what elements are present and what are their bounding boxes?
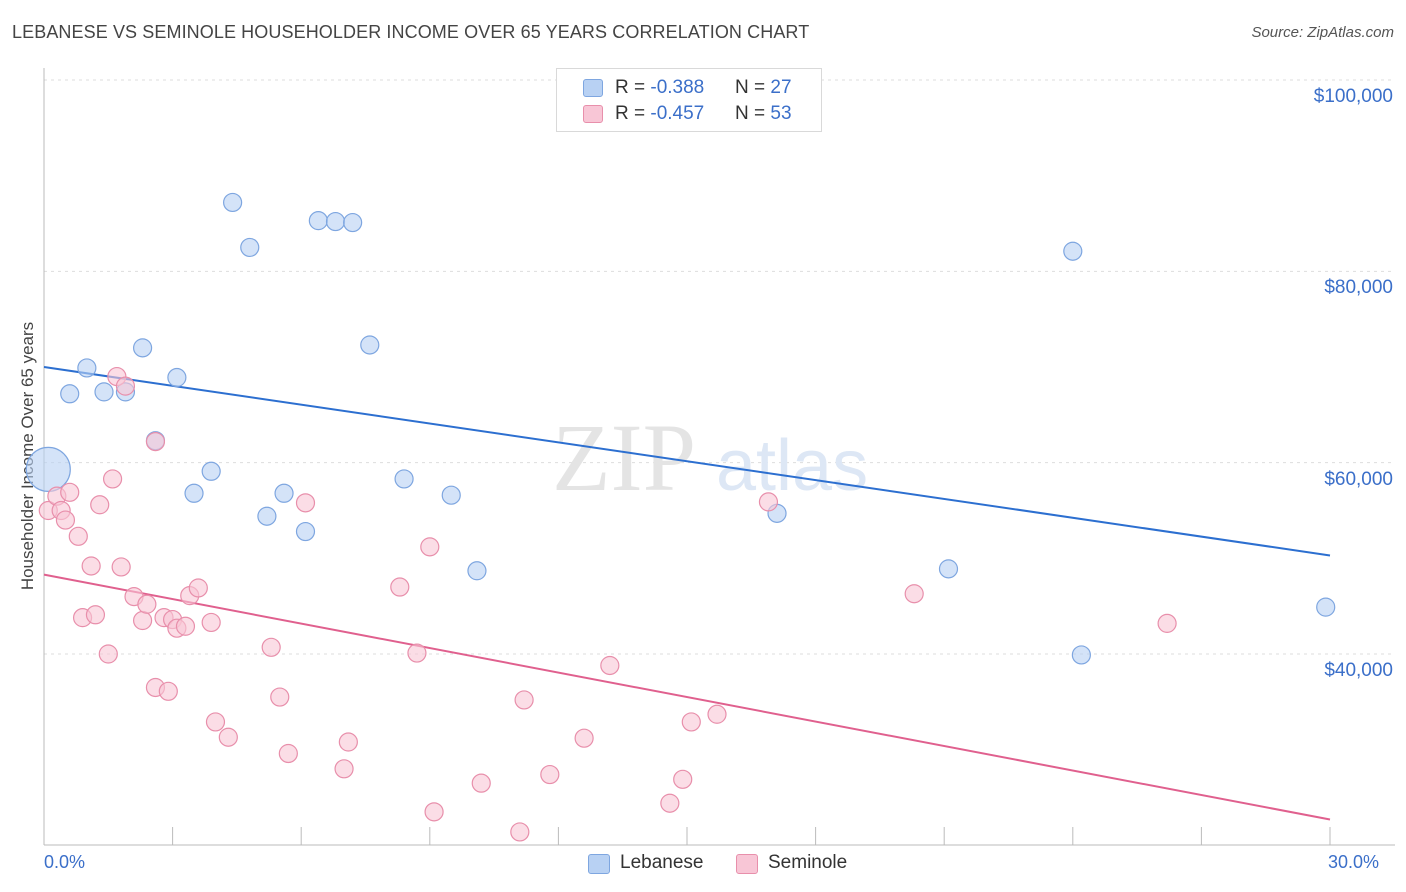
seminole-point-39 xyxy=(424,802,444,822)
lebanese-point-18 xyxy=(360,335,380,355)
lebanese-point-20 xyxy=(441,485,461,505)
lebanese-point-17 xyxy=(343,212,363,233)
seminole-point-8 xyxy=(85,605,106,625)
lebanese-point-14 xyxy=(295,521,316,542)
source-credit: Source: ZipAtlas.com xyxy=(1251,24,1394,41)
seminole-point-18 xyxy=(145,432,166,452)
seminole-point-14 xyxy=(115,376,136,396)
lebanese-point-26 xyxy=(1316,597,1336,617)
lebanese-point-3 xyxy=(94,382,114,402)
seminole-point-21 xyxy=(158,681,178,701)
legend-swatch-lebanese xyxy=(583,79,603,97)
seminole-point-5 xyxy=(68,526,88,546)
watermark-zip: ZIP xyxy=(552,404,696,511)
seminole-point-3 xyxy=(55,510,76,530)
lebanese-point-12 xyxy=(257,506,277,526)
y-tick-label-1: $80,000 xyxy=(1324,277,1393,299)
lebanese-point-5 xyxy=(132,338,153,358)
lebanese-point-23 xyxy=(938,559,959,579)
chart-title: LEBANESE VS SEMINOLE HOUSEHOLDER INCOME … xyxy=(12,22,810,42)
seminole-point-13 xyxy=(111,557,131,577)
lebanese-point-9 xyxy=(201,461,221,481)
seminole-point-24 xyxy=(175,616,196,636)
legend-n-seminole: N = 53 xyxy=(735,103,792,124)
lebanese-point-19 xyxy=(394,469,414,489)
legend-row-seminole: R = -0.457 N = 53 xyxy=(557,101,821,127)
lebanese-point-15 xyxy=(308,211,328,231)
seminole-trend-line xyxy=(43,573,1331,821)
bottom-legend-label-lebanese: Lebanese xyxy=(620,852,704,873)
seminole-point-27 xyxy=(201,612,221,633)
seminole-point-36 xyxy=(390,577,410,597)
seminole-point-10 xyxy=(98,644,118,664)
seminole-point-17 xyxy=(137,594,157,614)
trend-lines xyxy=(43,366,1331,821)
lebanese-trend-line xyxy=(43,366,1331,557)
seminole-point-48 xyxy=(681,712,701,732)
lebanese-point-1 xyxy=(60,384,80,404)
seminole-point-43 xyxy=(540,764,560,785)
seminole-point-30 xyxy=(261,637,281,657)
y-tick-label-3: $40,000 xyxy=(1324,660,1393,681)
lebanese-point-7 xyxy=(167,367,187,388)
seminole-point-11 xyxy=(102,469,123,489)
legend-r-lebanese: R = -0.388 xyxy=(615,77,705,98)
seminole-point-40 xyxy=(471,773,491,793)
watermark-atlas: atlas xyxy=(716,426,868,506)
x-tick-label-max: 30.0% xyxy=(1328,852,1380,872)
seminole-point-28 xyxy=(205,712,226,732)
seminole-point-32 xyxy=(278,743,298,764)
lebanese-point-10 xyxy=(223,192,243,213)
seminole-point-44 xyxy=(574,728,594,748)
lebanese-point-24 xyxy=(1063,241,1083,261)
grid-lines xyxy=(44,79,1395,655)
seminole-point-31 xyxy=(270,687,290,707)
y-tick-label-0: $100,000 xyxy=(1313,86,1393,107)
legend-n-lebanese: N = 27 xyxy=(735,77,792,98)
seminole-point-51 xyxy=(904,584,924,604)
seminole-point-38 xyxy=(420,537,440,557)
seminole-point-26 xyxy=(188,578,208,598)
lebanese-point-8 xyxy=(184,483,204,503)
data-points xyxy=(25,192,1336,842)
seminole-point-45 xyxy=(600,655,620,676)
seminole-point-9 xyxy=(90,495,110,515)
seminole-point-35 xyxy=(338,732,358,752)
seminole-point-33 xyxy=(295,493,316,513)
x-tick-label-min: 0.0% xyxy=(44,852,86,872)
bottom-legend-swatch-seminole xyxy=(736,854,758,874)
seminole-point-50 xyxy=(758,492,779,512)
bottom-legend-swatch-lebanese xyxy=(588,854,610,874)
legend-r-seminole: R = -0.457 xyxy=(615,103,705,124)
watermark: ZIP atlas xyxy=(552,404,868,511)
seminole-point-46 xyxy=(660,793,680,813)
seminole-point-7 xyxy=(81,556,101,576)
legend-swatch-seminole xyxy=(583,105,603,123)
seminole-point-34 xyxy=(334,759,354,779)
seminole-point-41 xyxy=(510,822,530,842)
correlation-legend: R = -0.388 N = 27 R = -0.457 N = 53 xyxy=(556,68,822,132)
lebanese-point-25 xyxy=(1071,645,1091,665)
seminole-point-16 xyxy=(132,610,153,631)
seminole-point-52 xyxy=(1157,613,1177,633)
lebanese-point-13 xyxy=(274,483,294,503)
seminole-point-47 xyxy=(673,769,693,789)
lebanese-point-21 xyxy=(467,561,487,581)
bottom-legend-label-seminole: Seminole xyxy=(768,852,848,873)
y-tick-label-2: $60,000 xyxy=(1324,468,1393,490)
legend-row-lebanese: R = -0.388 N = 27 xyxy=(557,75,821,101)
seminole-point-4 xyxy=(60,482,80,502)
lebanese-point-16 xyxy=(325,211,346,232)
lebanese-point-0 xyxy=(25,446,71,492)
seminole-point-42 xyxy=(514,690,534,710)
seminole-point-49 xyxy=(707,704,727,724)
lebanese-point-2 xyxy=(77,358,97,378)
lebanese-point-11 xyxy=(240,237,260,258)
seminole-point-29 xyxy=(218,727,238,747)
seminole-point-37 xyxy=(407,643,427,663)
